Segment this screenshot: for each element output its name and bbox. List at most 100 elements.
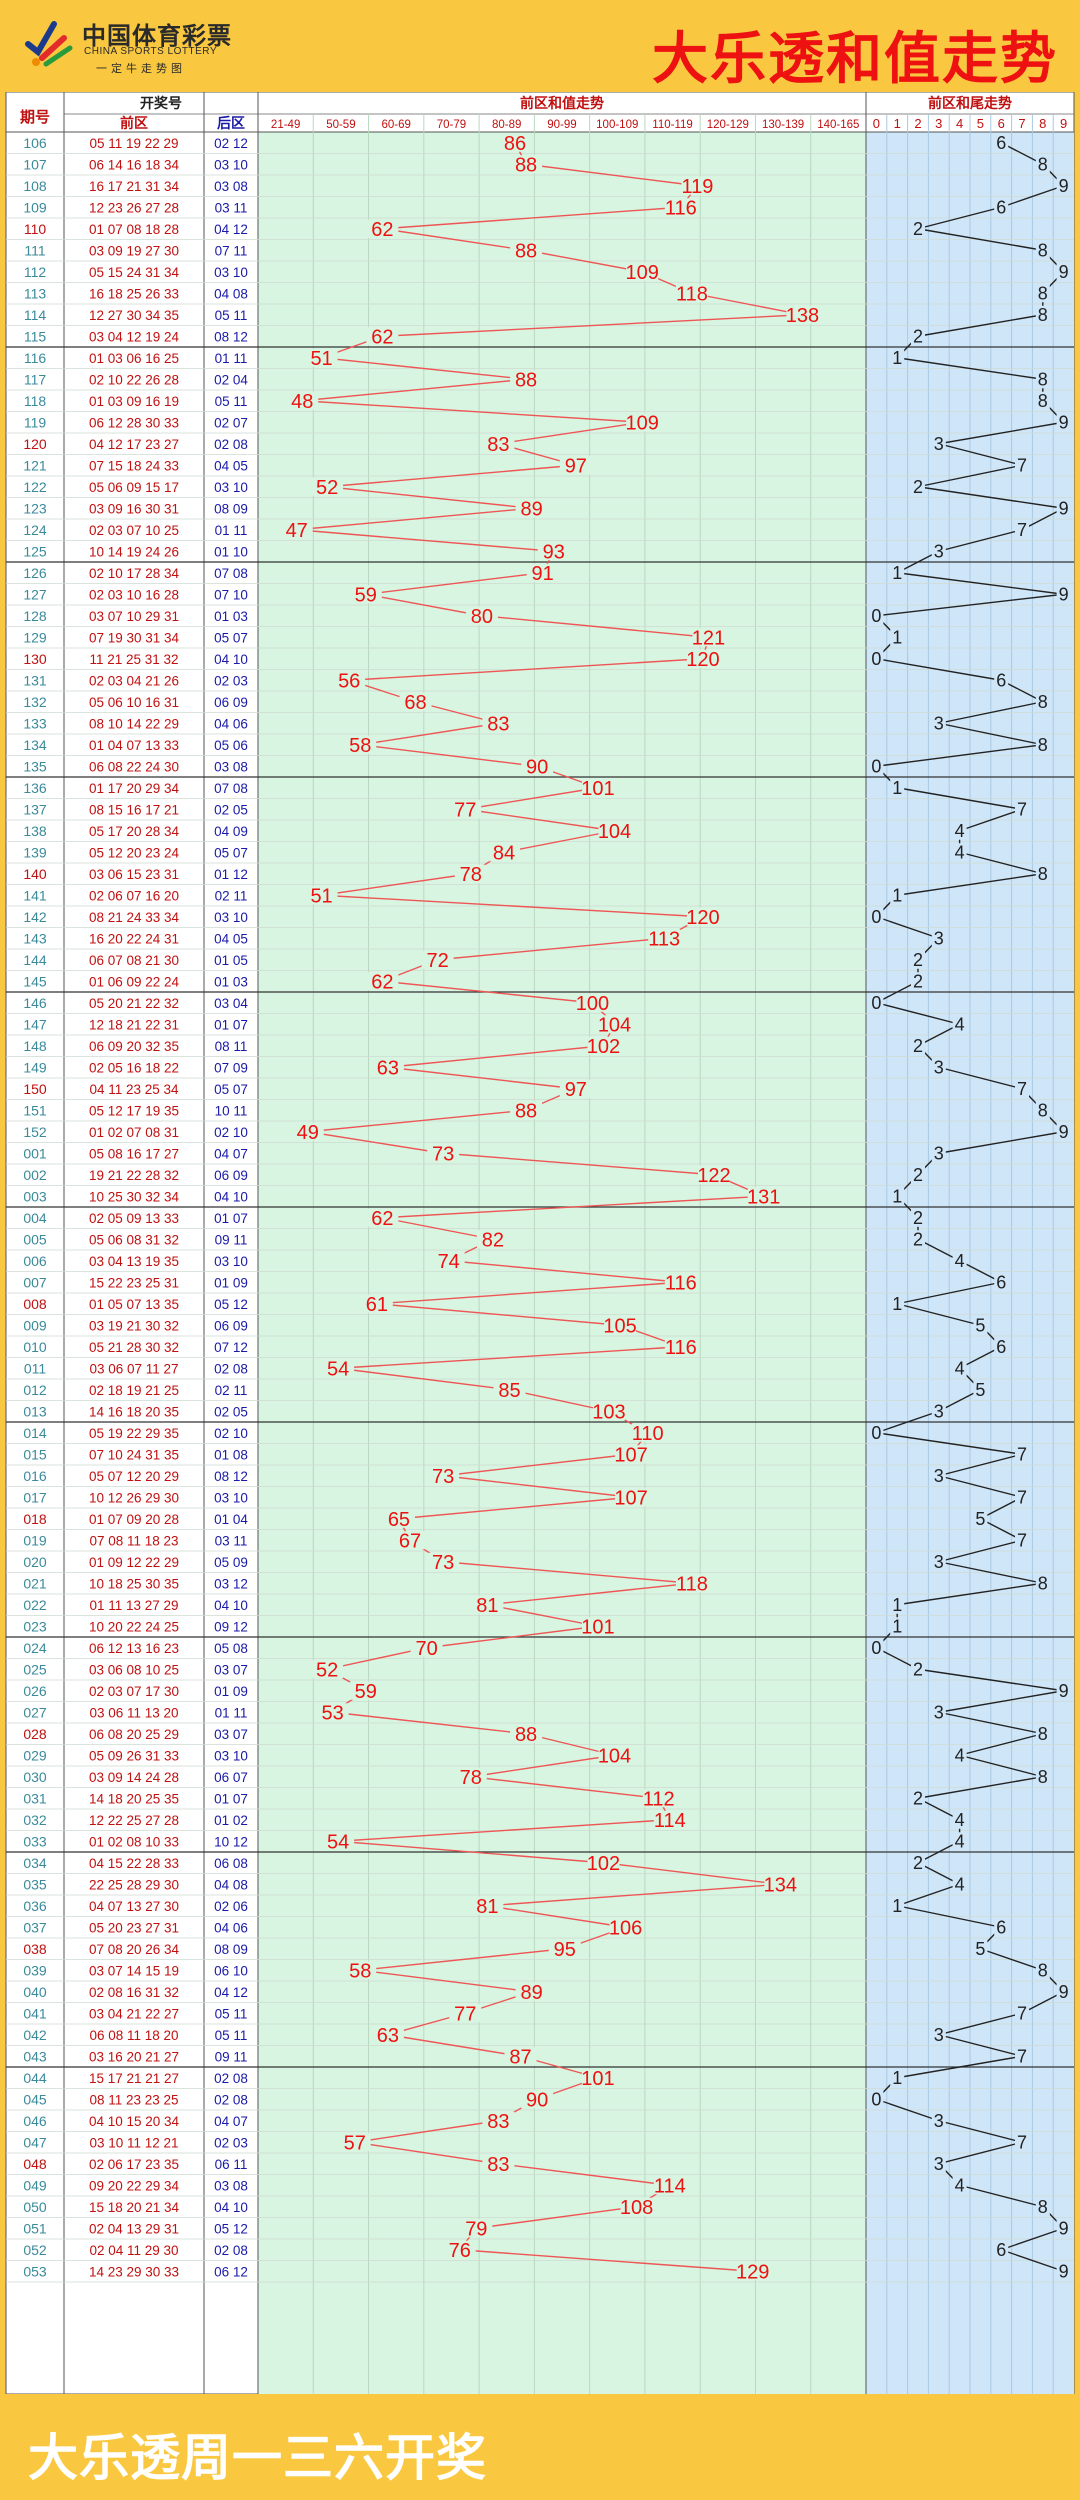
back-numbers: 05 07	[214, 630, 248, 645]
back-numbers: 02 08	[214, 1361, 248, 1376]
issue-number: 021	[23, 1575, 47, 1591]
sum-label-bg	[344, 1961, 377, 1980]
back-numbers: 04 10	[214, 1189, 248, 1204]
tail-label-bg	[911, 1230, 925, 1249]
tail-bin-label: 2	[914, 116, 921, 131]
tail-label-bg	[869, 1423, 884, 1442]
sum-label-bg	[581, 778, 614, 797]
front-numbers: 02 03 07 10 25	[89, 523, 179, 538]
sum-label-bg	[399, 692, 432, 711]
front-numbers: 03 07 10 29 31	[89, 609, 179, 624]
tail-label-bg	[869, 1638, 884, 1657]
front-numbers: 05 12 17 19 35	[89, 1103, 179, 1118]
front-numbers: 02 03 07 17 30	[89, 1684, 179, 1699]
tail-label-bg	[911, 1853, 925, 1872]
back-numbers: 03 10	[214, 1490, 248, 1505]
sum-value: 74	[438, 1251, 460, 1273]
sum-label-bg	[664, 1273, 697, 1292]
front-numbers: 01 03 09 16 19	[89, 394, 179, 409]
sum-value: 102	[587, 1036, 620, 1058]
tail-value: 8	[1038, 391, 1048, 411]
tail-label-bg	[931, 714, 946, 733]
issue-number: 047	[23, 2134, 47, 2150]
back-numbers: 02 11	[215, 888, 248, 903]
tail-value: 7	[1017, 2132, 1027, 2152]
tail-label-bg	[994, 2240, 1009, 2259]
issue-number: 149	[23, 1059, 47, 1075]
sum-label-bg	[581, 1617, 614, 1636]
sum-trend-line	[525, 249, 643, 273]
tail-trend-line	[876, 1432, 1023, 1455]
sum-trend-line	[302, 400, 643, 423]
tail-label-bg	[1015, 456, 1029, 475]
issue-number: 118	[24, 393, 47, 409]
sum-value: 88	[515, 240, 537, 262]
sum-value: 105	[603, 1315, 636, 1337]
tail-bin-label: 5	[977, 116, 984, 131]
tail-value: 3	[934, 1401, 944, 1421]
sum-label-bg	[559, 1079, 592, 1098]
issue-number: 116	[24, 350, 47, 366]
sum-trend-line	[360, 744, 538, 767]
sum-trend-line	[382, 314, 803, 337]
sum-value: 102	[587, 1853, 620, 1875]
sum-value: 57	[344, 2132, 366, 2154]
sum-trend-line	[326, 1647, 427, 1670]
sum-label-bg	[476, 1230, 509, 1249]
tail-trend-line	[959, 2184, 1043, 2208]
sum-value: 116	[665, 1272, 697, 1294]
sum-value: 58	[349, 1960, 371, 1982]
sum-value: 120	[686, 649, 719, 671]
sum-trend-line	[360, 1969, 532, 1993]
sum-trend-line	[465, 787, 599, 810]
front-numbers: 03 06 08 10 25	[89, 1662, 179, 1677]
back-numbers: 04 10	[214, 652, 248, 667]
tail-value: 1	[892, 778, 902, 798]
front-numbers: 16 20 22 24 31	[89, 931, 179, 946]
sum-value: 81	[476, 1595, 498, 1617]
issue-number: 128	[23, 608, 47, 624]
tail-trend-line	[897, 2055, 1023, 2079]
back-numbers: 06 09	[214, 1318, 248, 1333]
sum-value: 49	[297, 1122, 319, 1144]
back-numbers: 02 05	[214, 802, 248, 817]
tail-trend-line	[917, 1776, 1043, 1799]
tail-value: 3	[934, 928, 944, 948]
tail-value: 3	[934, 2154, 944, 2174]
tail-value: 8	[1038, 154, 1048, 174]
tail-trend-line	[959, 851, 1043, 875]
front-numbers: 01 17 20 29 34	[89, 781, 180, 796]
tail-label-bg	[994, 133, 1009, 152]
tail-trend-line	[1000, 2227, 1064, 2251]
issue-number: 124	[23, 522, 47, 538]
tail-trend-line	[917, 464, 1023, 488]
sum-value: 89	[520, 498, 542, 520]
tail-label-bg	[1015, 1531, 1029, 1550]
issue-number: 034	[23, 1855, 47, 1871]
back-numbers: 02 03	[214, 2135, 248, 2150]
tail-label-bg	[1056, 1681, 1071, 1700]
front-numbers: 22 25 28 29 30	[89, 1877, 179, 1892]
tail-label-bg	[931, 542, 946, 561]
front-numbers: 12 22 25 27 28	[89, 1813, 179, 1828]
sum-label-bg	[349, 585, 382, 604]
tail-value: 1	[892, 627, 902, 647]
tail-trend-line	[876, 1002, 960, 1025]
sum-value: 83	[487, 2111, 509, 2133]
sum-trend-line	[327, 486, 532, 509]
back-numbers: 05 11	[215, 308, 248, 323]
sum-trend-line	[338, 1819, 670, 1842]
tail-label-bg	[911, 327, 925, 346]
sum-trend-line	[376, 1303, 621, 1326]
back-numbers: 04 08	[214, 286, 248, 301]
sum-value: 118	[676, 1573, 708, 1595]
tail-value: 9	[1059, 1982, 1069, 2002]
back-numbers: 04 09	[214, 824, 248, 839]
front-numbers: 05 11 19 22 29	[89, 136, 178, 151]
front-numbers: 10 20 22 24 25	[89, 1619, 179, 1634]
header-issue: 期号	[20, 108, 50, 126]
front-numbers: 03 07 14 15 19	[89, 1963, 179, 1978]
tail-label-bg	[931, 2025, 946, 2044]
tail-value: 3	[934, 2025, 944, 2045]
tail-label-bg	[1035, 241, 1050, 260]
